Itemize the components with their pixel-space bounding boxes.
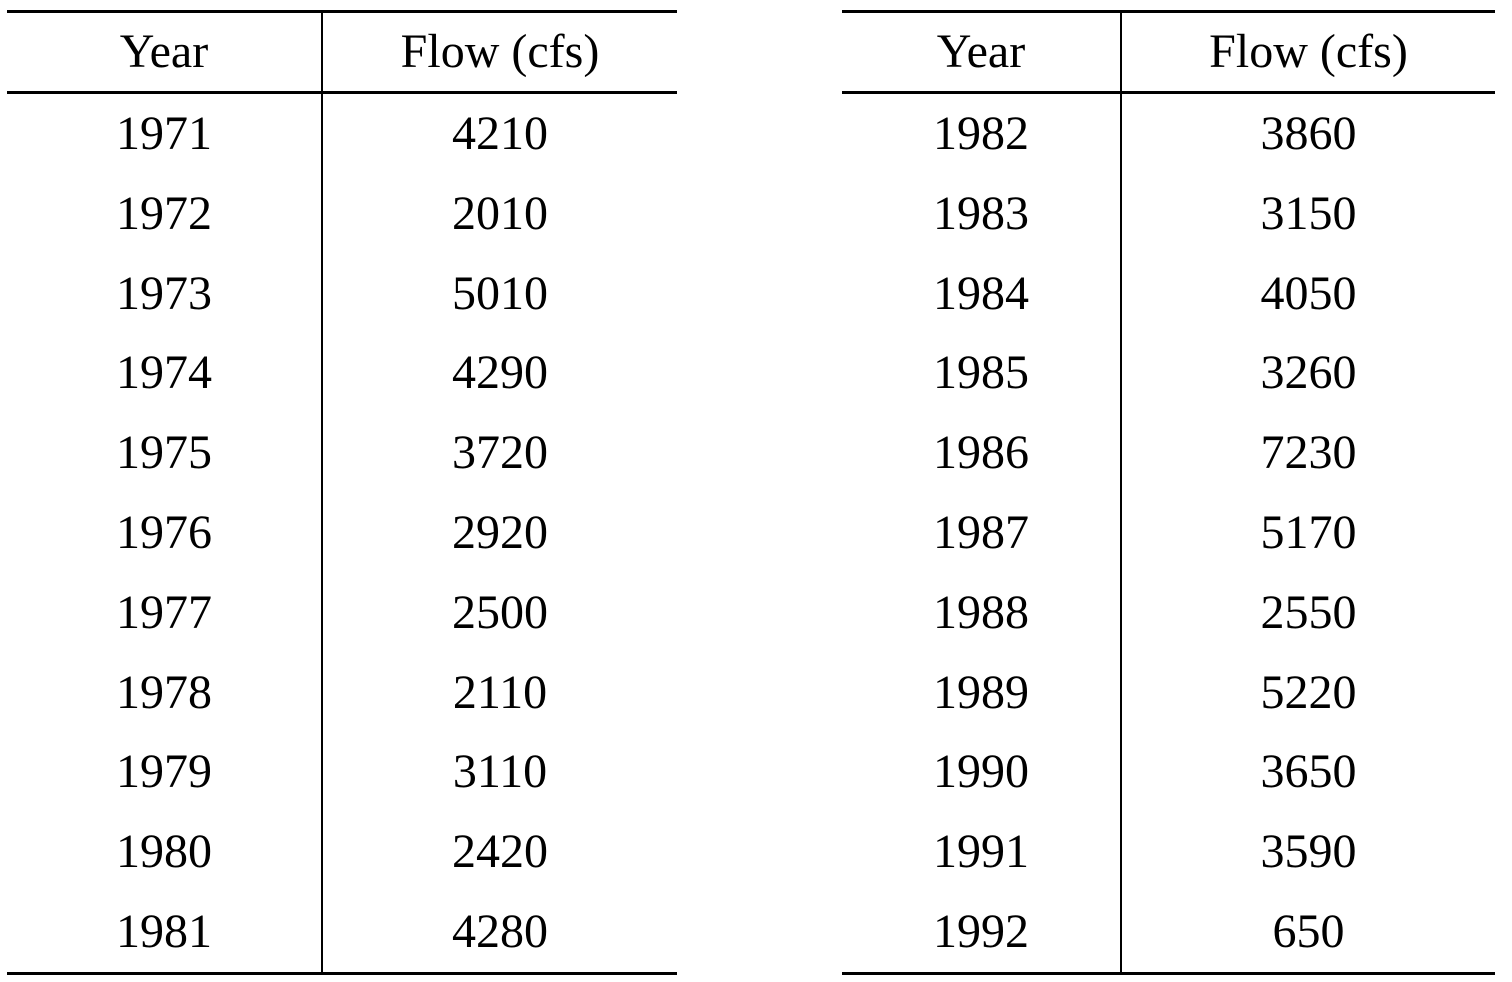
year-cell: 1975 (7, 413, 323, 494)
flow-cell: 4280 (452, 905, 548, 959)
year-cell: 1988 (842, 572, 1122, 653)
year-cell: 1971 (7, 94, 323, 174)
year-cell: 1984 (842, 253, 1122, 334)
flow-cell: 3260 (1260, 346, 1357, 400)
year-cell: 1979 (7, 732, 323, 813)
flow-cell: 5220 (1260, 665, 1357, 719)
flow-cell: 4290 (452, 346, 548, 400)
year-cell: 1980 (7, 812, 323, 893)
flow-cell: 5170 (1260, 505, 1357, 559)
flow-cell: 2500 (452, 585, 548, 639)
flow-cell: 5010 (452, 266, 548, 320)
flow-table-1971-1981: Year Flow (cfs) 1971 4210 1972 2010 1973 5010… (7, 10, 677, 975)
year-cell: 1973 (7, 253, 323, 334)
flow-cell: 4210 (452, 106, 548, 160)
year-cell: 1990 (842, 732, 1122, 813)
year-cell: 1974 (7, 333, 323, 414)
flow-cell: 7230 (1260, 426, 1357, 480)
year-cell: 1976 (7, 493, 323, 573)
flow-cell: 3110 (452, 745, 548, 799)
flow-cell: 3650 (1260, 745, 1357, 799)
flow-cell: 2420 (452, 825, 548, 879)
flow-cell: 3150 (1260, 186, 1357, 240)
year-cell: 1986 (842, 413, 1122, 494)
flow-cell: 3720 (452, 426, 548, 480)
flow-cell: 2110 (452, 665, 548, 719)
flow-cell: 2920 (452, 505, 548, 559)
year-cell: 1983 (842, 173, 1122, 254)
flow-cell: 650 (1272, 905, 1345, 959)
column-header-flow: Flow (cfs) (323, 13, 677, 94)
flow-cell: 2010 (452, 186, 548, 240)
flow-table-1982-1992: Year Flow (cfs) 1982 3860 1983 3150 1984 4050… (842, 10, 1495, 975)
year-cell: 1981 (7, 892, 323, 972)
flow-cell: 2550 (1260, 585, 1357, 639)
year-cell: 1987 (842, 493, 1122, 573)
year-cell: 1989 (842, 652, 1122, 733)
year-cell: 1991 (842, 812, 1122, 893)
column-header-flow: Flow (cfs) (1122, 13, 1495, 94)
flow-cell: 3590 (1260, 825, 1357, 879)
year-cell: 1982 (842, 94, 1122, 174)
year-cell: 1992 (842, 892, 1122, 972)
year-cell: 1972 (7, 173, 323, 254)
flow-cell: 3860 (1260, 106, 1357, 160)
column-header-year: Year (842, 13, 1122, 94)
year-cell: 1978 (7, 652, 323, 733)
year-cell: 1985 (842, 333, 1122, 414)
flow-cell: 4050 (1260, 266, 1357, 320)
column-header-year: Year (7, 13, 323, 94)
year-cell: 1977 (7, 572, 323, 653)
